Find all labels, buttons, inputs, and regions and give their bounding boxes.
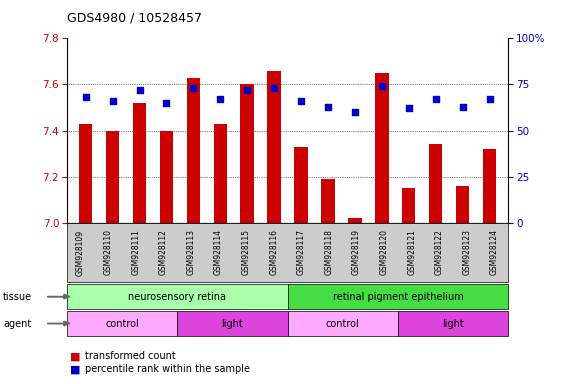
Text: light: light (221, 318, 243, 329)
Point (189, 85, 198, 91)
Point (216, 96, 225, 102)
Point (458, 104, 467, 110)
Text: GSM928116: GSM928116 (270, 230, 278, 275)
Text: tissue: tissue (3, 291, 32, 302)
Point (324, 104, 333, 110)
Text: GDS4980 / 10528457: GDS4980 / 10528457 (67, 12, 202, 25)
Bar (106, 131, 119, 223)
Text: GSM928119: GSM928119 (352, 230, 361, 275)
Text: GSM928122: GSM928122 (435, 230, 444, 275)
Bar (214, 124, 227, 223)
Text: ■: ■ (70, 351, 80, 361)
Point (431, 96, 440, 102)
Point (242, 87, 252, 93)
Text: GSM928111: GSM928111 (131, 230, 140, 275)
Point (135, 87, 144, 93)
Text: GSM928113: GSM928113 (187, 230, 195, 275)
Point (404, 105, 414, 111)
Point (270, 85, 279, 91)
Point (377, 83, 386, 89)
Point (162, 100, 171, 106)
Point (485, 96, 494, 102)
Text: GSM928109: GSM928109 (76, 229, 85, 276)
Bar (295, 147, 308, 223)
Bar (241, 84, 254, 223)
Bar (267, 71, 281, 223)
Point (350, 109, 360, 115)
Bar (483, 149, 496, 223)
Text: retinal pigment epithelium: retinal pigment epithelium (332, 291, 464, 302)
Bar (456, 186, 469, 223)
Text: GSM928112: GSM928112 (159, 230, 168, 275)
Bar (133, 103, 146, 223)
Text: GSM928115: GSM928115 (242, 230, 250, 275)
Text: GSM928121: GSM928121 (407, 230, 416, 275)
Bar (187, 78, 200, 223)
Text: GSM928120: GSM928120 (380, 230, 389, 275)
Text: GSM928110: GSM928110 (104, 230, 113, 275)
Text: GSM928117: GSM928117 (297, 230, 306, 275)
Bar (160, 131, 173, 223)
Bar (79, 124, 92, 223)
Bar (348, 218, 361, 223)
Bar (375, 73, 389, 223)
Text: light: light (442, 318, 464, 329)
Text: percentile rank within the sample: percentile rank within the sample (85, 364, 250, 374)
Text: transformed count: transformed count (85, 351, 176, 361)
Text: GSM928123: GSM928123 (462, 230, 471, 275)
Text: neurosensory retina: neurosensory retina (128, 291, 226, 302)
Bar (321, 179, 335, 223)
Text: agent: agent (3, 318, 31, 329)
Text: GSM928114: GSM928114 (214, 230, 223, 275)
Text: GSM928118: GSM928118 (325, 230, 333, 275)
Text: GSM928124: GSM928124 (490, 230, 499, 275)
Point (81, 94, 90, 101)
Text: ■: ■ (70, 364, 80, 374)
Text: control: control (326, 318, 360, 329)
Point (108, 98, 117, 104)
Text: control: control (105, 318, 139, 329)
Bar (402, 188, 415, 223)
Point (296, 98, 306, 104)
Bar (429, 144, 442, 223)
